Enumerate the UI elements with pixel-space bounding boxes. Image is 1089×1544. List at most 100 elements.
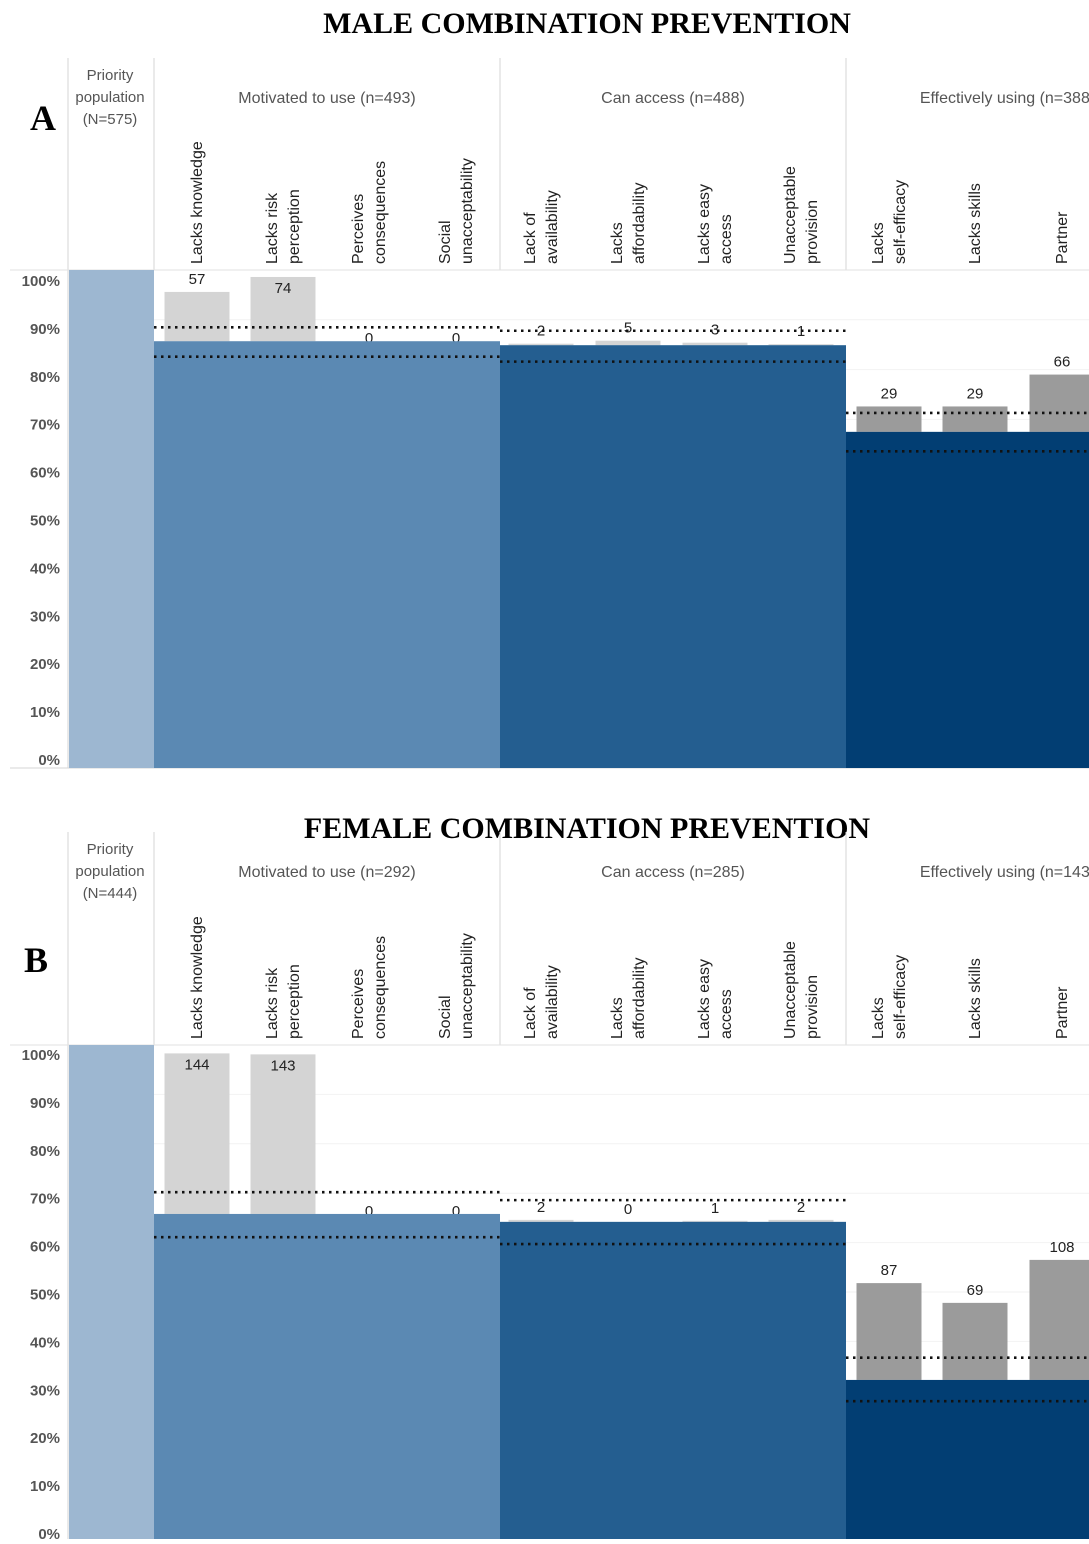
priority-population-label: population: [75, 89, 144, 106]
barrier-bar: [596, 341, 661, 345]
barrier-label: Unacceptable: [782, 941, 799, 1039]
priority-population-label: population: [75, 863, 144, 880]
y-tick-label: 50%: [30, 1287, 60, 1304]
y-tick-label: 70%: [30, 417, 60, 434]
barrier-bar: [683, 1221, 748, 1222]
barrier-bar: [769, 1220, 834, 1222]
cascade-bar: [846, 1380, 1089, 1539]
barrier-label: self-efficacy: [892, 955, 909, 1039]
barrier-label: Perceives: [350, 194, 367, 264]
panel-title: FEMALE COMBINATION PREVENTION: [304, 812, 870, 845]
priority-population-label: Priority: [87, 841, 134, 858]
barrier-label: self-efficacy: [892, 180, 909, 264]
barrier-label: perception: [286, 189, 303, 264]
cascade-bar: [846, 432, 1089, 768]
barrier-bar: [857, 1283, 922, 1380]
barrier-label: consequences: [372, 161, 389, 264]
barrier-label: unacceptability: [459, 933, 476, 1039]
panel-letter: A: [30, 98, 56, 138]
barrier-label: Lack of: [522, 987, 539, 1039]
barrier-label: affordability: [631, 182, 648, 264]
barrier-label: Perceives: [350, 969, 367, 1039]
barrier-value-label: 144: [184, 1056, 209, 1073]
barrier-bar: [769, 344, 834, 345]
barrier-value-label: 108: [1049, 1239, 1074, 1256]
barrier-label: consequences: [372, 936, 389, 1039]
barrier-label: Social: [437, 995, 454, 1039]
barrier-value-label: 29: [967, 385, 984, 402]
barrier-label: Lacks easy: [696, 184, 713, 264]
barrier-label: provision: [804, 200, 821, 264]
barrier-label: Social: [437, 220, 454, 264]
barrier-label: availability: [544, 190, 561, 264]
chart-panel-b: FEMALE COMBINATION PREVENTIONB100%90%80%…: [10, 812, 1089, 1539]
barrier-bar: [1030, 1260, 1089, 1380]
y-tick-label: 60%: [30, 465, 60, 482]
y-tick-label: 10%: [30, 704, 60, 721]
barrier-value-label: 74: [275, 280, 292, 297]
y-tick-label: 40%: [30, 1334, 60, 1351]
barrier-value-label: 1: [711, 1200, 719, 1217]
y-tick-label: 0%: [38, 1526, 60, 1539]
y-tick-label: 80%: [30, 369, 60, 386]
barrier-bar: [509, 1220, 574, 1222]
barrier-label: Lacks: [609, 997, 626, 1039]
cascade-bar: [154, 341, 500, 768]
barrier-value-label: 143: [270, 1057, 295, 1074]
y-tick-label: 10%: [30, 1478, 60, 1495]
barrier-value-label: 29: [881, 385, 898, 402]
barrier-value-label: 57: [189, 271, 206, 288]
panel-letter: B: [24, 940, 48, 980]
barrier-label: Lacks skills: [967, 958, 984, 1039]
y-tick-label: 100%: [22, 273, 60, 290]
y-tick-label: 90%: [30, 321, 60, 338]
y-tick-label: 0%: [38, 752, 60, 769]
barrier-label: Lacks risk: [264, 967, 281, 1039]
y-tick-label: 20%: [30, 656, 60, 673]
barrier-label: Partner: [1054, 986, 1071, 1039]
barrier-bar: [165, 292, 230, 341]
y-tick-label: 70%: [30, 1191, 60, 1208]
barrier-label: Lacks: [870, 997, 887, 1039]
barrier-value-label: 2: [797, 1199, 805, 1216]
barrier-label: Lacks knowledge: [189, 916, 206, 1039]
barrier-bar: [943, 1303, 1008, 1380]
barrier-bar: [683, 343, 748, 345]
barrier-label: Lacks risk: [264, 192, 281, 264]
priority-population-bar: [69, 1045, 154, 1539]
cascade-bar: [500, 1222, 846, 1539]
barrier-bar: [943, 406, 1008, 431]
priority-population-label: Priority: [87, 67, 134, 84]
barrier-label: availability: [544, 965, 561, 1039]
barrier-value-label: 87: [881, 1262, 898, 1279]
chart-panel-a: MALE COMBINATION PREVENTIONA100%90%80%70…: [10, 7, 1089, 769]
group-header: Motivated to use (n=493): [238, 90, 415, 107]
barrier-label: Lacks easy: [696, 959, 713, 1039]
barrier-label: Lacks: [870, 222, 887, 264]
barrier-label: Partner: [1054, 211, 1071, 264]
priority-population-bar: [69, 270, 154, 768]
barrier-label: Lack of: [522, 212, 539, 264]
y-tick-label: 40%: [30, 560, 60, 577]
group-header: Effectively using (n=388): [920, 90, 1089, 107]
barrier-label: perception: [286, 964, 303, 1039]
y-tick-label: 60%: [30, 1239, 60, 1256]
barrier-label: access: [718, 989, 735, 1039]
barrier-label: unacceptability: [459, 158, 476, 264]
y-tick-label: 30%: [30, 608, 60, 625]
group-header: Motivated to use (n=292): [238, 864, 415, 881]
y-tick-label: 80%: [30, 1143, 60, 1160]
y-tick-label: 90%: [30, 1095, 60, 1112]
barrier-bar: [509, 344, 574, 345]
y-tick-label: 50%: [30, 513, 60, 530]
barrier-label: access: [718, 214, 735, 264]
barrier-label: Unacceptable: [782, 166, 799, 264]
barrier-label: Lacks knowledge: [189, 141, 206, 264]
barrier-bar: [165, 1053, 230, 1214]
barrier-value-label: 2: [537, 1199, 545, 1216]
cascade-bar: [154, 1214, 500, 1539]
cascade-bar: [500, 345, 846, 768]
barrier-value-label: 66: [1054, 354, 1071, 371]
